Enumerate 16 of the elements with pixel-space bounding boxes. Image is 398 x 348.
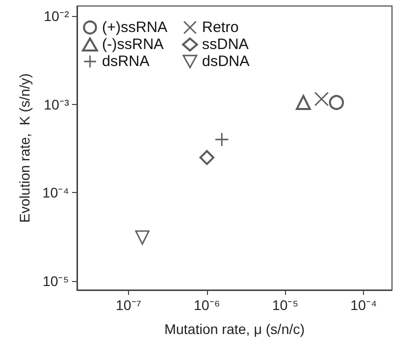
- y-tick-label: 10⁻⁵: [42, 272, 69, 289]
- legend-label: (-)ssRNA: [102, 36, 164, 53]
- x-axis-title: Mutation rate, μ (s/n/c): [164, 321, 305, 337]
- x-tick-label: 10⁻⁷: [116, 297, 142, 313]
- legend-label: dsDNA: [202, 53, 250, 70]
- legend-label: dsRNA: [102, 53, 150, 70]
- legend-label: Retro: [202, 19, 239, 36]
- x-tick-label: 10⁻⁴: [350, 297, 377, 313]
- legend-label: (+)ssRNA: [102, 19, 168, 36]
- y-tick-label: 10⁻²: [44, 8, 70, 24]
- x-tick-label: 10⁻⁵: [272, 297, 298, 313]
- legend-label: ssDNA: [202, 36, 249, 53]
- y-tick-label: 10⁻⁴: [42, 184, 69, 201]
- y-axis-title: Evolution rate, K (s/n/y): [16, 73, 33, 223]
- x-tick-label: 10⁻⁶: [194, 297, 220, 313]
- y-tick-label: 10⁻³: [44, 96, 70, 112]
